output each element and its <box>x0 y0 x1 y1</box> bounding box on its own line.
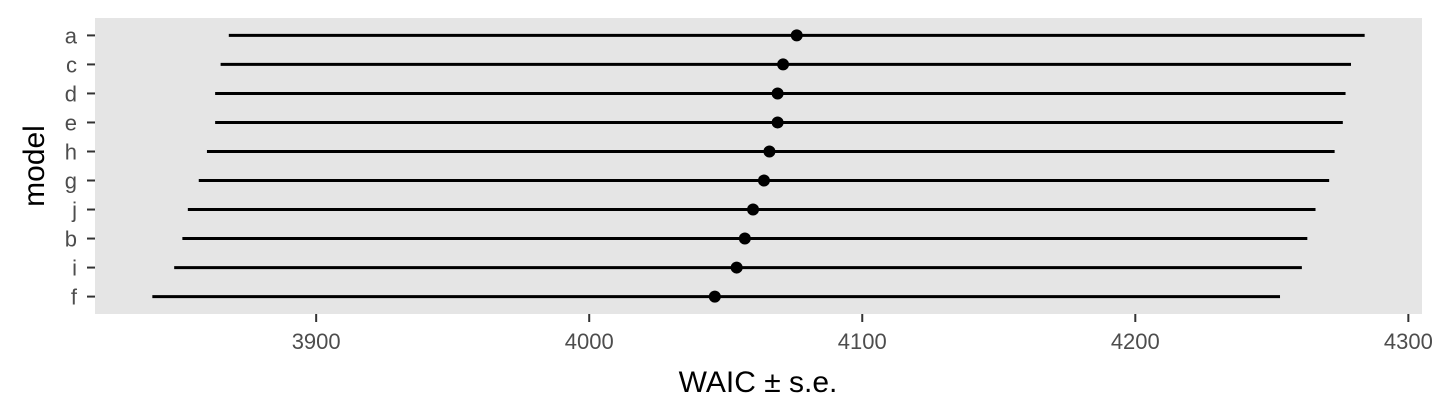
y-tick-label: c <box>66 52 77 77</box>
y-tick-label: a <box>65 23 78 48</box>
x-tick-label: 3900 <box>292 329 341 354</box>
y-tick-label: h <box>65 139 77 164</box>
point-ranges <box>152 29 1365 303</box>
y-tick-label: f <box>71 285 78 310</box>
point-h <box>763 145 776 158</box>
x-axis: 3900 4000 4100 4200 4300 <box>292 314 1433 354</box>
y-tick-label: i <box>72 256 77 281</box>
x-axis-title: WAIC ± s.e. <box>679 366 838 399</box>
x-tick-label: 4100 <box>838 329 887 354</box>
point-j <box>747 203 760 216</box>
point-i <box>730 261 743 274</box>
point-d <box>771 87 784 100</box>
point-f <box>708 290 721 303</box>
y-tick-label: j <box>71 198 77 223</box>
y-tick-label: d <box>65 81 77 106</box>
y-tick-label: e <box>65 110 77 135</box>
x-tick-label: 4000 <box>565 329 614 354</box>
point-e <box>771 116 784 129</box>
panel-background <box>95 18 1422 314</box>
y-axis-title: model <box>18 125 51 207</box>
y-tick-label: g <box>65 169 77 194</box>
y-tick-label: b <box>65 227 77 252</box>
x-tick-label: 4200 <box>1111 329 1160 354</box>
point-a <box>790 29 803 42</box>
x-tick-label: 4300 <box>1384 329 1433 354</box>
point-c <box>777 58 790 71</box>
point-b <box>738 232 751 245</box>
point-g <box>757 174 770 187</box>
